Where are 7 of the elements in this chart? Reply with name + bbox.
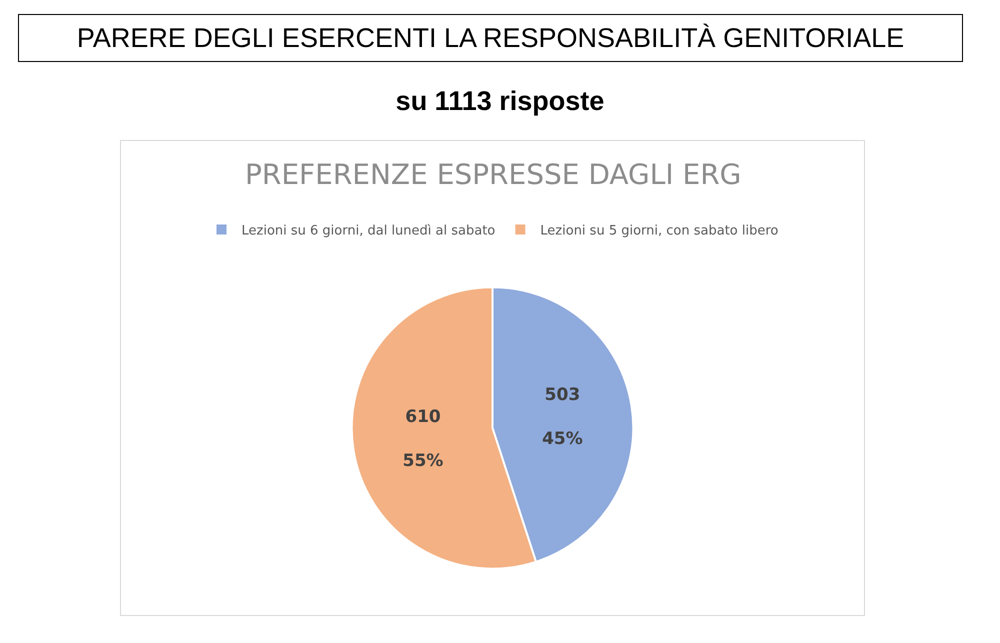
legend-label: Lezioni su 6 giorni, dal lunedì al sabato <box>242 224 496 239</box>
chart-subtitle: su 1113 risposte <box>394 86 606 117</box>
text: 610 55% <box>402 406 444 472</box>
legend-label: Lezioni su 5 giorni, con sabato libero <box>540 224 778 239</box>
text: 503 45% <box>542 384 583 449</box>
text: PREFERENZE ESPRESSE DAGLI ERG <box>245 158 742 191</box>
chart-title: PARERE DEGLI ESERCENTI LA RESPONSABILITÀ GENITORIALE <box>18 14 963 62</box>
